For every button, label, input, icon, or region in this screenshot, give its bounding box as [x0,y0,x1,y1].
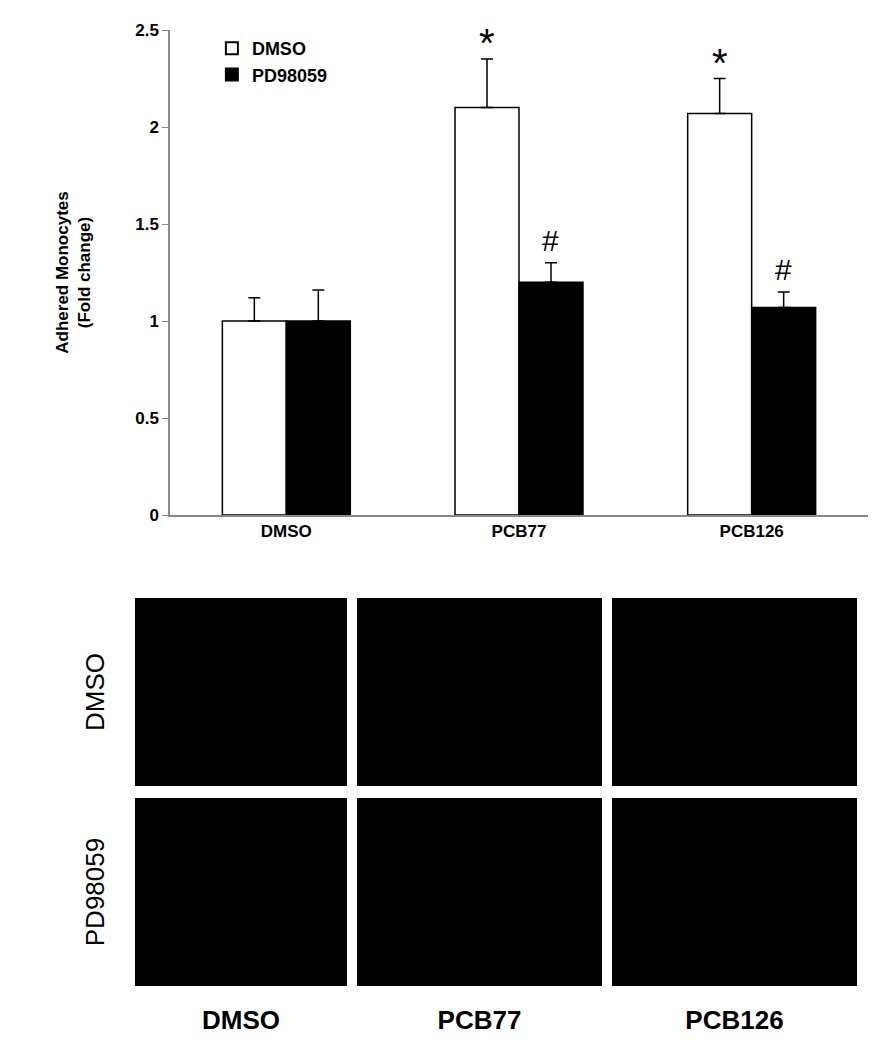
svg-text:1: 1 [149,312,158,331]
svg-text:*: * [712,41,728,85]
html-text:PCB77: PCB77 [437,1005,522,1035]
html-text:PCB126: PCB126 [685,1005,784,1035]
svg-text:DMSO: DMSO [252,39,306,59]
svg-text:0: 0 [149,506,158,525]
html-text:DMSO: DMSO [80,653,110,731]
svg-text:0.5: 0.5 [135,409,159,428]
svg-text:2: 2 [149,118,158,137]
svg-text:PCB126: PCB126 [720,522,784,541]
svg-text:2.5: 2.5 [135,21,159,40]
svg-text:*: * [479,21,495,65]
svg-text:#: # [542,224,559,257]
html-text:PD98059: PD98059 [80,837,110,947]
svg-text:#: # [775,253,792,286]
svg-text:PCB77: PCB77 [492,522,547,541]
svg-text:1.5: 1.5 [135,215,159,234]
svg-text:Adhered Monocytes(Fold change): Adhered Monocytes(Fold change) [53,191,94,353]
svg-text:DMSO: DMSO [261,522,312,541]
svg-text:PD98059: PD98059 [252,66,327,86]
html-text:DMSO: DMSO [202,1005,280,1035]
